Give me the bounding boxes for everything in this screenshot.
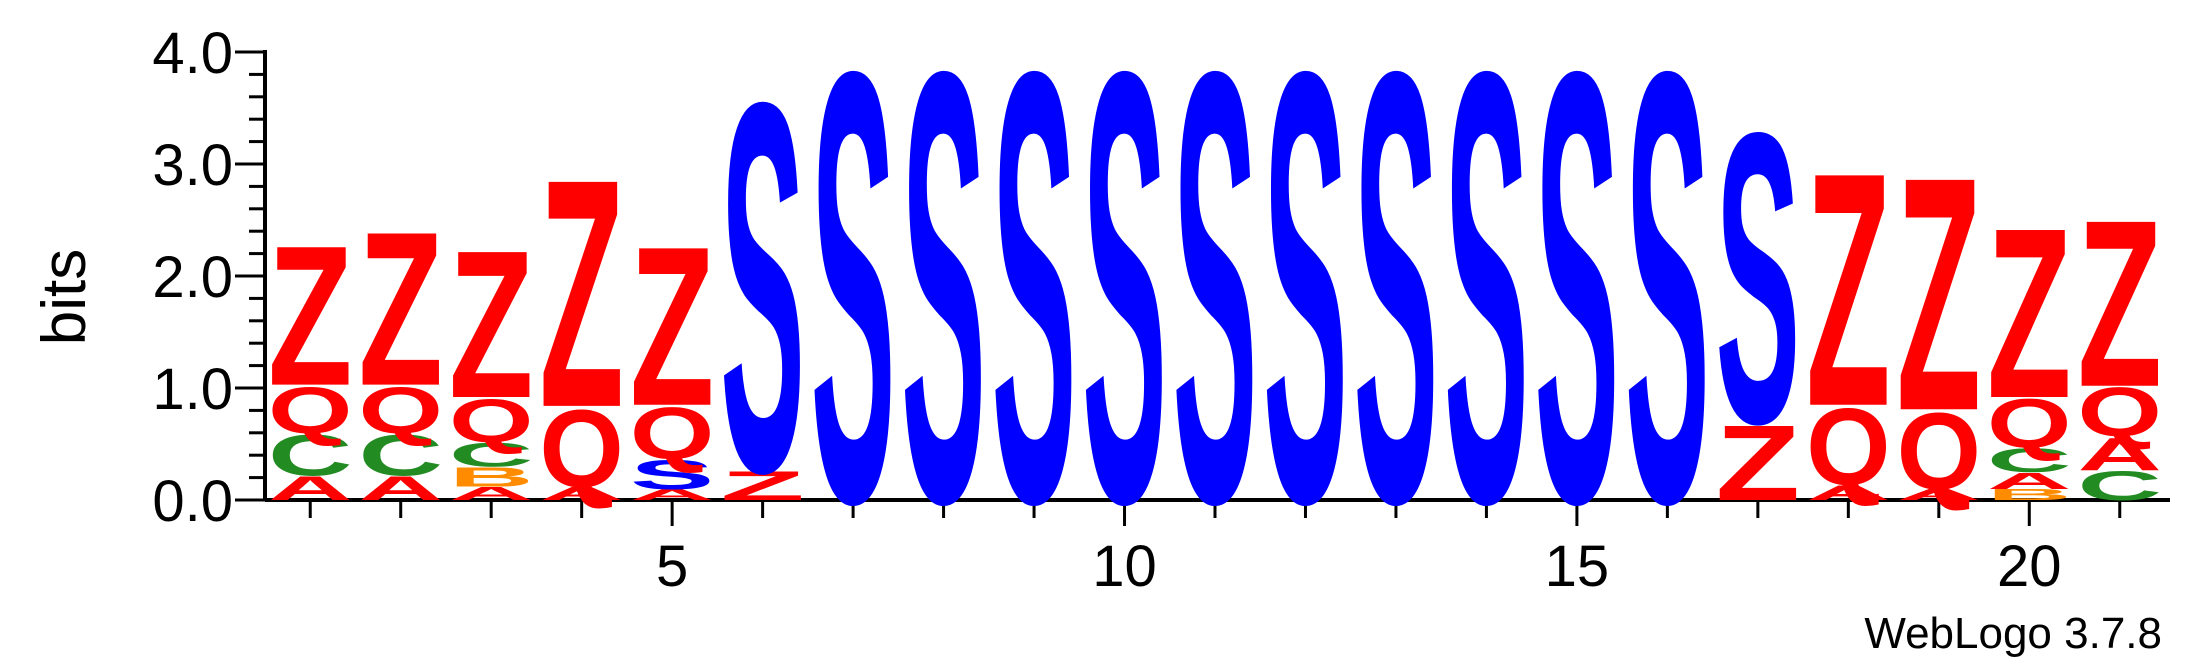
y-tick-label: 3.0 bbox=[152, 133, 233, 198]
logo-letter-a: A bbox=[1897, 486, 1981, 503]
logo-letter-s: S bbox=[1716, 46, 1800, 510]
x-tick-label: 10 bbox=[1092, 534, 1157, 599]
logo-column-19: AQZ bbox=[1897, 109, 1981, 513]
y-tick-label: 4.0 bbox=[152, 21, 233, 86]
logo-letter-s: S bbox=[1444, 0, 1528, 632]
logo-column-11: S bbox=[1173, 0, 1257, 632]
logo-letter-z: Z bbox=[630, 199, 714, 453]
x-tick-label: 20 bbox=[1997, 534, 2062, 599]
logo-letter-z: Z bbox=[358, 186, 442, 431]
y-axis: 0.0 1.0 2.0 3.0 4.0 bbox=[152, 21, 267, 534]
logo-letter-q: Q bbox=[539, 388, 623, 511]
logo-letter-z: Z bbox=[268, 206, 352, 428]
x-tick-label: 15 bbox=[1545, 534, 1610, 599]
logo-letter-q: Q bbox=[1987, 386, 2071, 463]
logo-letter-q: Q bbox=[268, 374, 352, 448]
logo-letter-s: S bbox=[992, 0, 1076, 632]
logo-letter-q: Q bbox=[358, 374, 442, 448]
logo-letter-q: Q bbox=[1806, 386, 1890, 508]
logo-letter-z: Z bbox=[1897, 109, 1981, 481]
logo-column-17: ZS bbox=[1716, 46, 1800, 524]
logo-letter-s: S bbox=[1535, 0, 1619, 632]
logo-letter-c: C bbox=[1987, 442, 2071, 480]
logo-letter-a: A bbox=[268, 470, 352, 508]
logo-letter-c: C bbox=[268, 422, 352, 488]
y-axis-label: bits bbox=[30, 249, 99, 345]
logo-column-18: AQZ bbox=[1806, 104, 1890, 508]
logo-letter-a: A bbox=[539, 483, 623, 504]
logo-letter-a: A bbox=[2078, 428, 2162, 479]
logo-column-15: S bbox=[1535, 0, 1619, 632]
logo-column-4: AQZ bbox=[539, 113, 623, 511]
logo-column-12: S bbox=[1263, 0, 1347, 632]
logo-letter-z: Z bbox=[1806, 104, 1890, 476]
x-axis: 5 10 15 20 bbox=[265, 498, 2170, 599]
logo-column-13: S bbox=[1354, 0, 1438, 632]
logo-letter-q: Q bbox=[1897, 391, 1981, 513]
y-tick-label: 0.0 bbox=[152, 469, 233, 534]
logo-letter-a: A bbox=[449, 483, 533, 504]
logo-letter-z: Z bbox=[449, 207, 533, 442]
logo-letter-s: S bbox=[811, 0, 895, 632]
logo-letter-a: A bbox=[1806, 481, 1890, 505]
logo-column-9: S bbox=[992, 0, 1076, 632]
logo-letter-c: C bbox=[2078, 463, 2162, 509]
logo-letter-z: Z bbox=[539, 113, 623, 476]
logo-letter-s: S bbox=[720, 0, 804, 583]
x-tick-label: 5 bbox=[656, 534, 688, 599]
logo-letter-c: C bbox=[449, 436, 533, 474]
weblogo-version-label: WebLogo 3.7.8 bbox=[1864, 609, 2162, 658]
logo-column-8: S bbox=[901, 0, 985, 632]
logo-column-16: S bbox=[1625, 0, 1709, 632]
logo-letter-q: Q bbox=[2078, 375, 2162, 452]
logo-letter-s: S bbox=[1625, 0, 1709, 632]
logo-letter-s: S bbox=[630, 451, 714, 497]
logo-column-6: ZS bbox=[720, 0, 804, 583]
logo-letter-z: Z bbox=[1987, 177, 2071, 449]
logo-letter-s: S bbox=[1173, 0, 1257, 632]
logo-column-7: S bbox=[811, 0, 895, 632]
logo-letter-s: S bbox=[1082, 0, 1166, 632]
logo-column-10: S bbox=[1082, 0, 1166, 632]
logo-letter-c: C bbox=[358, 422, 442, 488]
y-tick-label: 1.0 bbox=[152, 357, 233, 422]
logo-letter-z: Z bbox=[1716, 404, 1800, 524]
logo-letter-b: B bbox=[1987, 486, 2071, 503]
logo-letter-q: Q bbox=[449, 386, 533, 455]
y-tick-label: 2.0 bbox=[152, 245, 233, 310]
logo-letter-z: Z bbox=[720, 463, 804, 509]
logo-letter-a: A bbox=[1987, 468, 2071, 494]
logo-letter-s: S bbox=[901, 0, 985, 632]
logo-column-14: S bbox=[1444, 0, 1528, 632]
logo-letter-q: Q bbox=[630, 392, 714, 475]
logo-letter-a: A bbox=[630, 486, 714, 503]
logo-letter-s: S bbox=[1354, 0, 1438, 632]
logo-letter-s: S bbox=[1263, 0, 1347, 632]
logo-letter-z: Z bbox=[2078, 172, 2162, 437]
logo-letter-b: B bbox=[449, 462, 533, 493]
logo-letter-a: A bbox=[358, 470, 442, 508]
